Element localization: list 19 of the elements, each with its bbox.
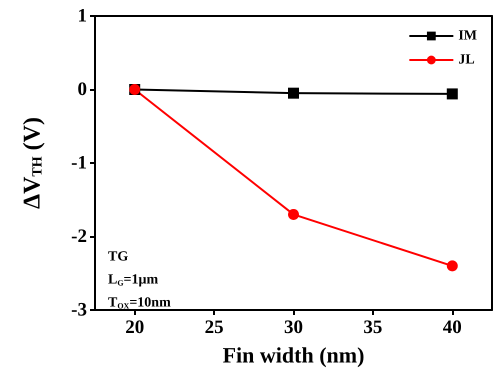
point xyxy=(446,260,458,272)
x-tick-label: 20 xyxy=(125,317,144,338)
annotation: TG xyxy=(108,250,128,264)
x-axis-title: Fin width (nm) xyxy=(222,342,364,368)
x-tick-label: 40 xyxy=(442,317,462,338)
point xyxy=(288,88,299,99)
point xyxy=(288,208,299,220)
y-tick-label: -2 xyxy=(71,226,87,247)
x-tick-label: 35 xyxy=(363,317,382,338)
y-tick-label: -3 xyxy=(71,300,87,320)
legend-label: IM xyxy=(458,28,478,44)
x-tick-label: 25 xyxy=(204,317,224,338)
y-tick-label: 1 xyxy=(78,6,87,26)
y-axis-title: ΔVTH (V) xyxy=(20,117,46,209)
legend-label: JL xyxy=(458,52,475,68)
point xyxy=(446,88,458,100)
y-tick-label: -1 xyxy=(71,152,87,174)
x-tick-label: 30 xyxy=(284,317,303,338)
y-tick-label: 0 xyxy=(78,79,87,100)
